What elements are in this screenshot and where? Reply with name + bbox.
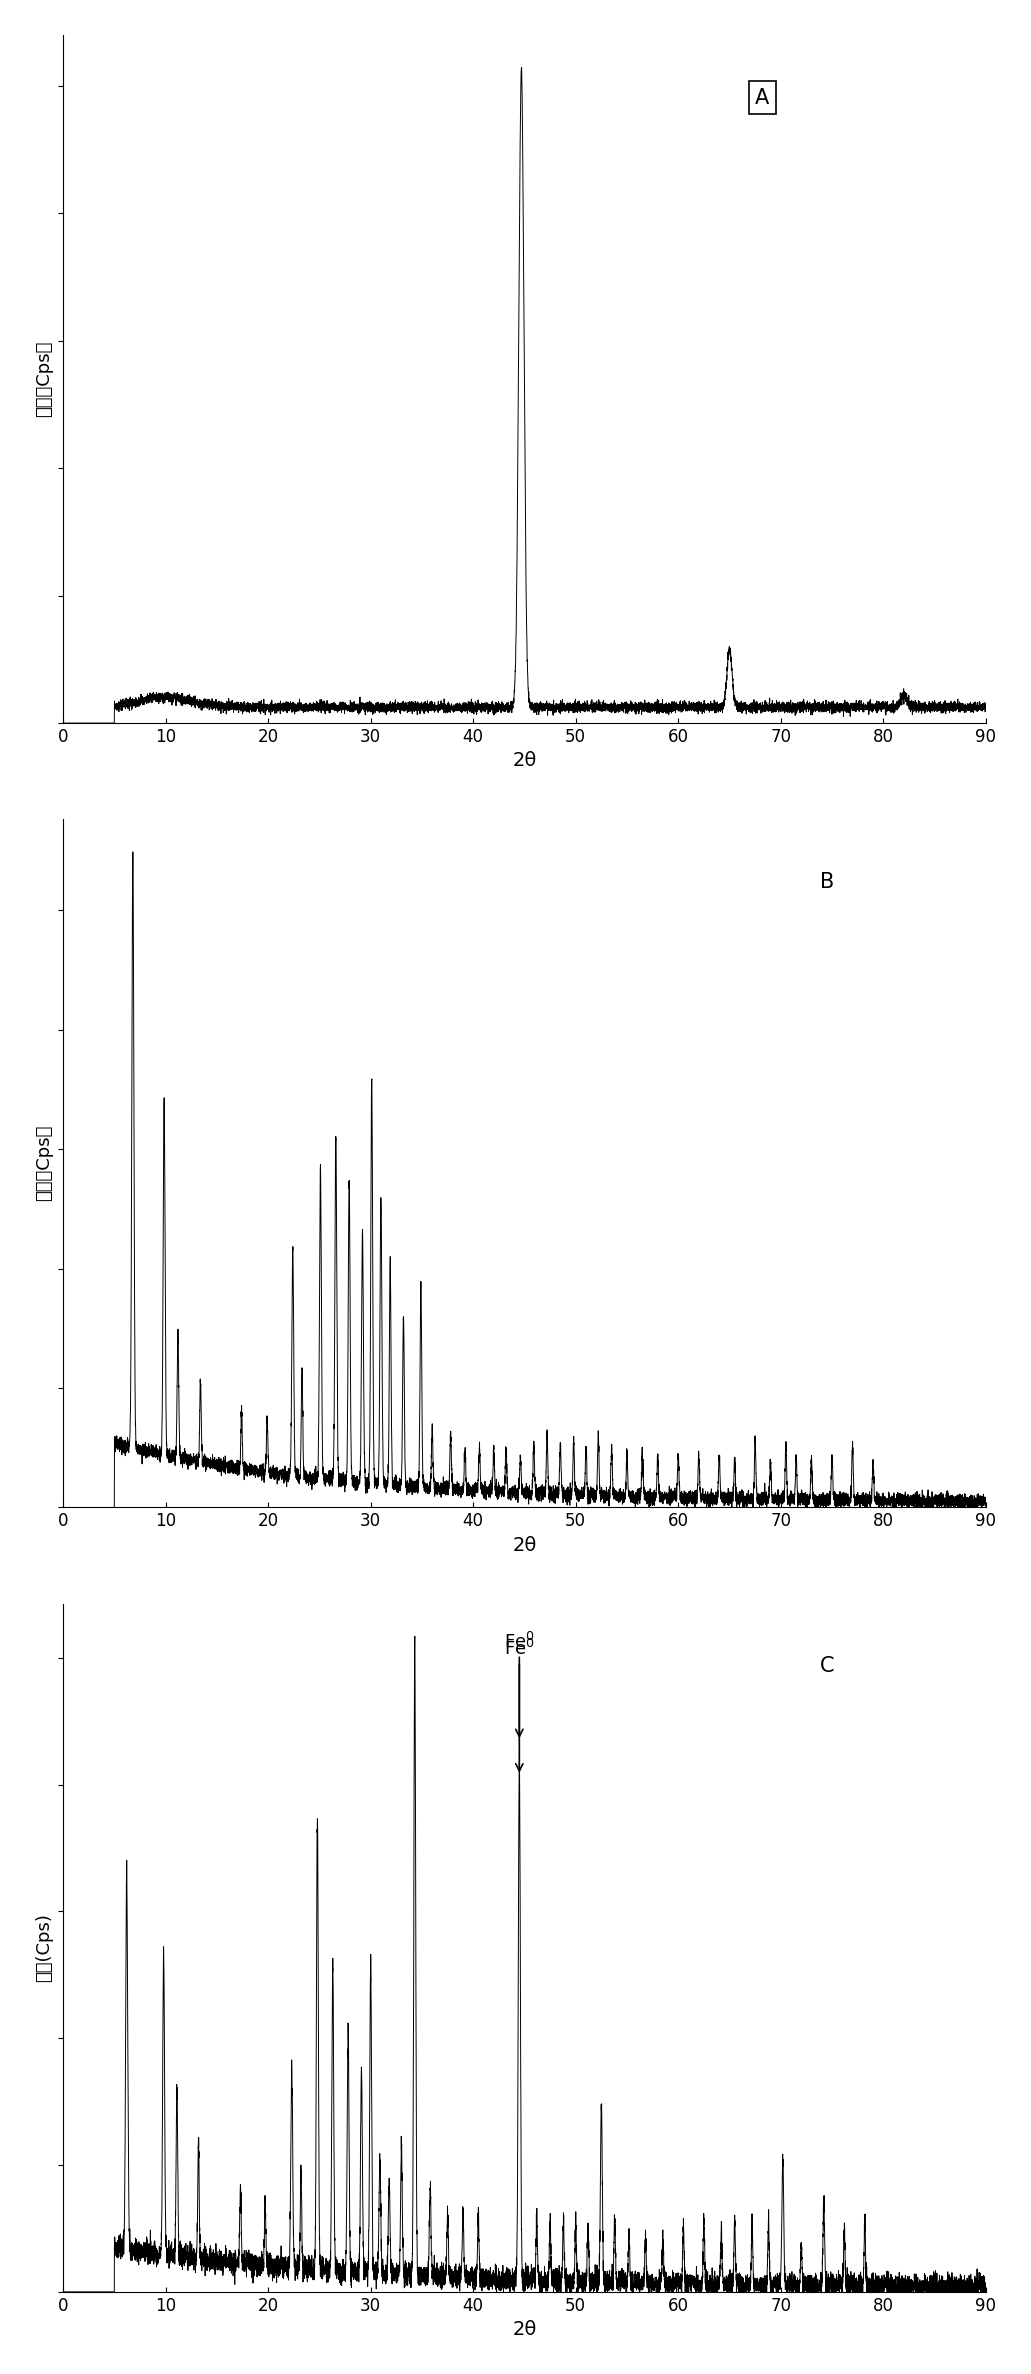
X-axis label: 2θ: 2θ [512, 753, 537, 772]
X-axis label: 2θ: 2θ [512, 1536, 537, 1555]
Y-axis label: 强度（Cps）: 强度（Cps） [35, 1125, 53, 1201]
Y-axis label: 强度(Cps): 强度(Cps) [35, 1913, 53, 1982]
Text: A: A [755, 88, 769, 107]
Text: B: B [820, 871, 834, 893]
Text: Fe$^0$: Fe$^0$ [504, 1638, 535, 1735]
X-axis label: 2θ: 2θ [512, 2319, 537, 2338]
Text: C: C [820, 1657, 834, 1676]
Text: Fe$^0$: Fe$^0$ [504, 1631, 535, 1771]
Y-axis label: 强度（Cps）: 强度（Cps） [35, 342, 53, 418]
